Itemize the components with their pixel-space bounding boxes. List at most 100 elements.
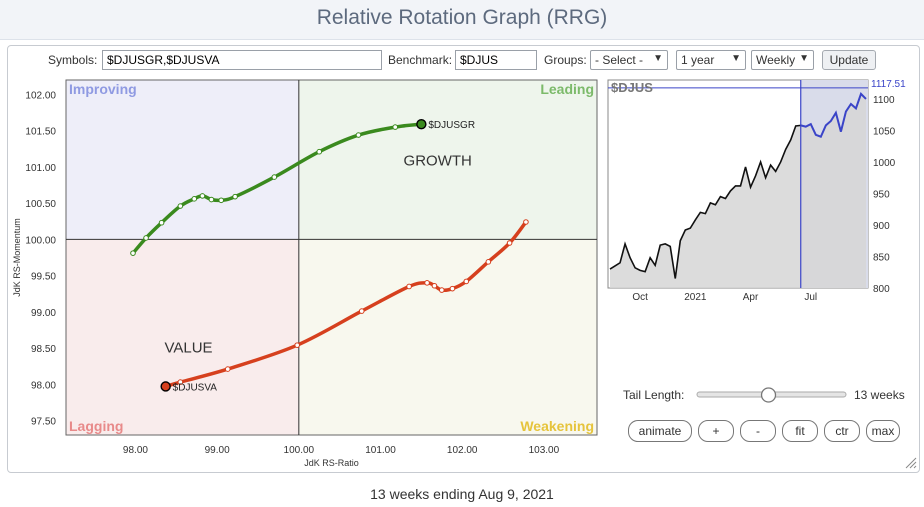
frequency-select[interactable]: Weekly ▼ bbox=[751, 50, 814, 70]
x-axis-label: JdK RS-Ratio bbox=[304, 458, 359, 468]
x-tick-label: 98.00 bbox=[123, 445, 148, 456]
resize-grip-stroke bbox=[905, 457, 917, 469]
series-point bbox=[506, 240, 513, 246]
page-title: Relative Rotation Graph (RRG) bbox=[316, 6, 608, 29]
y-tick-label: 102.00 bbox=[25, 90, 56, 101]
quadrant-label-weakening: Weakening bbox=[520, 418, 594, 434]
series-point bbox=[177, 379, 184, 385]
benchmark-y-tick-label: 950 bbox=[873, 189, 890, 200]
rrg-chart-area: Improving Leading Lagging Weakening GROWTH VA… bbox=[12, 79, 917, 469]
benchmark-label: Benchmark: bbox=[388, 53, 453, 67]
series-point bbox=[523, 219, 529, 225]
benchmark-y-tick-label: 800 bbox=[873, 284, 890, 295]
max-button[interactable]: max bbox=[866, 420, 900, 442]
series-head-point bbox=[416, 118, 427, 130]
series-point bbox=[424, 280, 430, 286]
series-point bbox=[199, 193, 206, 199]
benchmark-x-tick-label: Apr bbox=[743, 292, 759, 303]
growth-annotation: GROWTH bbox=[404, 152, 472, 169]
benchmark-x-tick-label: Oct bbox=[632, 292, 648, 303]
benchmark-y-tick-label: 850 bbox=[873, 252, 890, 263]
y-tick-label: 97.50 bbox=[31, 417, 56, 428]
benchmark-line bbox=[609, 124, 801, 279]
tail-length-label: Tail Length: bbox=[623, 388, 685, 402]
chevron-down-icon: ▼ bbox=[731, 53, 741, 64]
x-tick-label: 102.00 bbox=[447, 445, 478, 456]
tail-length-slider-handle[interactable] bbox=[760, 387, 777, 403]
resize-grip-icon[interactable] bbox=[905, 457, 917, 469]
series-point bbox=[392, 124, 399, 130]
series-point bbox=[130, 250, 136, 256]
y-tick-label: 98.00 bbox=[31, 380, 56, 391]
series-point bbox=[232, 193, 238, 200]
quadrant-label-improving: Improving bbox=[69, 81, 137, 97]
zoom-in-button[interactable]: + bbox=[698, 420, 734, 442]
benchmark-y-tick-label: 1000 bbox=[873, 158, 896, 169]
update-button[interactable]: Update bbox=[822, 50, 876, 70]
benchmark-last-value: 1117.51 bbox=[871, 79, 906, 90]
y-tick-label: 99.00 bbox=[31, 308, 56, 319]
frequency-select-value: Weekly bbox=[756, 53, 796, 67]
quadrant-label-leading: Leading bbox=[540, 81, 594, 97]
leading-quadrant bbox=[298, 80, 597, 240]
plot-border bbox=[65, 79, 598, 436]
fit-button[interactable]: fit bbox=[782, 420, 818, 442]
series-point bbox=[358, 308, 365, 314]
series-point bbox=[355, 132, 362, 138]
value-annotation: VALUE bbox=[164, 339, 212, 356]
series-point bbox=[316, 148, 323, 155]
series-point bbox=[406, 283, 412, 290]
benchmark-y-tick-label: 900 bbox=[873, 221, 890, 232]
series-point bbox=[438, 287, 445, 293]
series-head-point bbox=[160, 381, 171, 392]
benchmark-y-tick-label: 1100 bbox=[873, 95, 895, 106]
benchmark-area bbox=[610, 93, 866, 289]
chevron-down-icon: ▼ bbox=[653, 53, 663, 64]
y-tick-label: 98.50 bbox=[31, 344, 56, 355]
zoom-out-button[interactable]: - bbox=[740, 420, 776, 442]
tail-length-value: 13 weeks bbox=[854, 388, 905, 402]
series-label: $DJUSGR bbox=[428, 120, 475, 131]
animate-button[interactable]: animate bbox=[628, 420, 692, 442]
series-point bbox=[294, 342, 300, 348]
series-point bbox=[208, 196, 215, 203]
y-tick-label: 101.50 bbox=[25, 127, 56, 138]
chevron-down-icon: ▼ bbox=[799, 53, 809, 64]
benchmark-x-tick-label: Jul bbox=[804, 292, 817, 303]
series-point bbox=[177, 203, 184, 209]
footer-caption: 13 weeks ending Aug 9, 2021 bbox=[370, 486, 554, 502]
groups-label: Groups: bbox=[544, 53, 587, 67]
symbols-label: Symbols: bbox=[48, 53, 98, 67]
series-point bbox=[431, 282, 438, 289]
y-tick-label: 99.50 bbox=[31, 272, 56, 283]
series-point bbox=[143, 235, 149, 241]
series-point bbox=[158, 219, 165, 226]
improving-quadrant bbox=[66, 80, 299, 240]
series-point bbox=[271, 174, 278, 180]
series-point bbox=[224, 366, 231, 372]
benchmark-input[interactable] bbox=[455, 50, 537, 70]
series-point bbox=[218, 197, 225, 204]
series-point bbox=[191, 196, 198, 202]
x-tick-label: 103.00 bbox=[529, 445, 560, 456]
x-tick-label: 100.00 bbox=[284, 445, 315, 456]
period-select-value: 1 year bbox=[681, 53, 715, 67]
period-select[interactable]: 1 year ▼ bbox=[676, 50, 746, 70]
series-point bbox=[463, 278, 470, 285]
y-tick-label: 101.00 bbox=[25, 163, 56, 174]
benchmark-x-tick-label: 2021 bbox=[684, 292, 707, 303]
y-tick-label: 100.00 bbox=[25, 235, 56, 246]
quadrant-label-lagging: Lagging bbox=[69, 418, 123, 434]
resize-grip-stroke bbox=[909, 461, 917, 469]
weakening-quadrant bbox=[298, 239, 597, 435]
symbols-input[interactable] bbox=[102, 50, 382, 70]
y-tick-label: 100.50 bbox=[25, 199, 56, 210]
x-tick-label: 99.00 bbox=[205, 445, 230, 456]
center-button[interactable]: ctr bbox=[824, 420, 860, 442]
title-bar: Relative Rotation Graph (RRG) bbox=[0, 0, 924, 40]
y-axis-label: JdK RS-Momentum bbox=[12, 218, 22, 297]
groups-select-value: - Select - bbox=[595, 53, 644, 67]
resize-grip-stroke bbox=[913, 465, 917, 469]
groups-select[interactable]: - Select - ▼ bbox=[590, 50, 668, 70]
series-point bbox=[449, 285, 456, 292]
